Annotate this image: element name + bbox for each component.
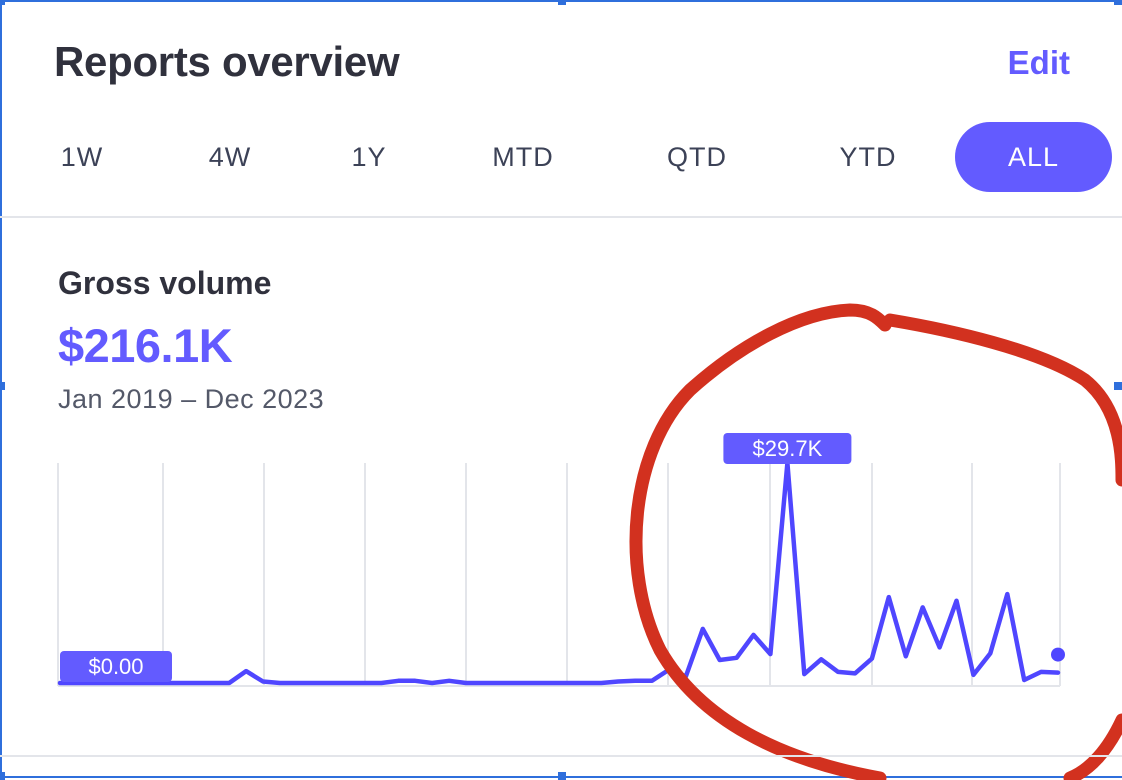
tab-qtd[interactable]: QTD <box>667 142 727 172</box>
series-line <box>57 460 1061 686</box>
max-value-label: $29.7K <box>723 433 852 464</box>
metric-value: $216.1K <box>58 319 233 372</box>
resize-handle-top-left[interactable] <box>0 0 5 5</box>
tab-1w[interactable]: 1W <box>60 142 104 172</box>
page-title: Reports overview <box>54 38 400 85</box>
max-value-text: $29.7K <box>753 436 823 461</box>
header-divider <box>0 216 1122 218</box>
resize-handle-middle-left[interactable] <box>0 382 5 390</box>
tab-4w[interactable]: 4W <box>208 142 252 172</box>
min-value-text: $0.00 <box>88 654 143 679</box>
resize-handle-bottom-middle[interactable] <box>558 772 566 780</box>
tab-mtd[interactable]: MTD <box>492 142 554 172</box>
metric-title: Gross volume <box>58 265 272 301</box>
edit-button[interactable]: Edit <box>1007 44 1070 81</box>
bottom-divider <box>0 755 1122 757</box>
annotation-circle <box>629 303 1122 780</box>
selection-frame-left <box>0 0 2 780</box>
resize-handle-top-middle[interactable] <box>558 0 566 5</box>
resize-handle-top-right[interactable] <box>1114 0 1122 5</box>
resize-handle-bottom-left[interactable] <box>0 772 5 780</box>
chart-grid <box>57 463 1061 687</box>
date-range-tabs: 1W 4W 1Y MTD QTD YTD ALL <box>0 122 1122 192</box>
tab-ytd[interactable]: YTD <box>839 142 897 172</box>
resize-handle-middle-right[interactable] <box>1114 382 1122 390</box>
metric-date-range: Jan 2019 – Dec 2023 <box>58 384 325 414</box>
series-end-point <box>1051 647 1065 662</box>
min-value-label: $0.00 <box>60 651 172 682</box>
tab-1y[interactable]: 1Y <box>351 142 387 172</box>
tab-all[interactable]: ALL <box>955 122 1112 192</box>
